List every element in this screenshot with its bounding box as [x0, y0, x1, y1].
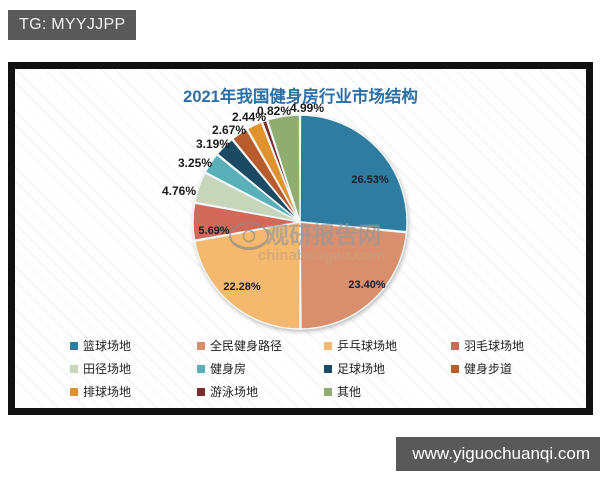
- svg-text:4.99%: 4.99%: [290, 101, 324, 115]
- svg-text:26.53%: 26.53%: [351, 174, 389, 186]
- svg-text:3.25%: 3.25%: [178, 156, 212, 170]
- svg-text:chinabaogao.com: chinabaogao.com: [258, 247, 386, 264]
- svg-text:观研报告网: 观研报告网: [266, 222, 381, 248]
- svg-text:2.67%: 2.67%: [212, 123, 246, 137]
- svg-text:4.76%: 4.76%: [162, 184, 196, 198]
- svg-text:22.28%: 22.28%: [223, 281, 261, 293]
- svg-text:0.82%: 0.82%: [257, 104, 291, 118]
- svg-text:5.69%: 5.69%: [198, 225, 229, 237]
- svg-text:23.40%: 23.40%: [348, 279, 386, 291]
- svg-text:3.19%: 3.19%: [196, 137, 230, 151]
